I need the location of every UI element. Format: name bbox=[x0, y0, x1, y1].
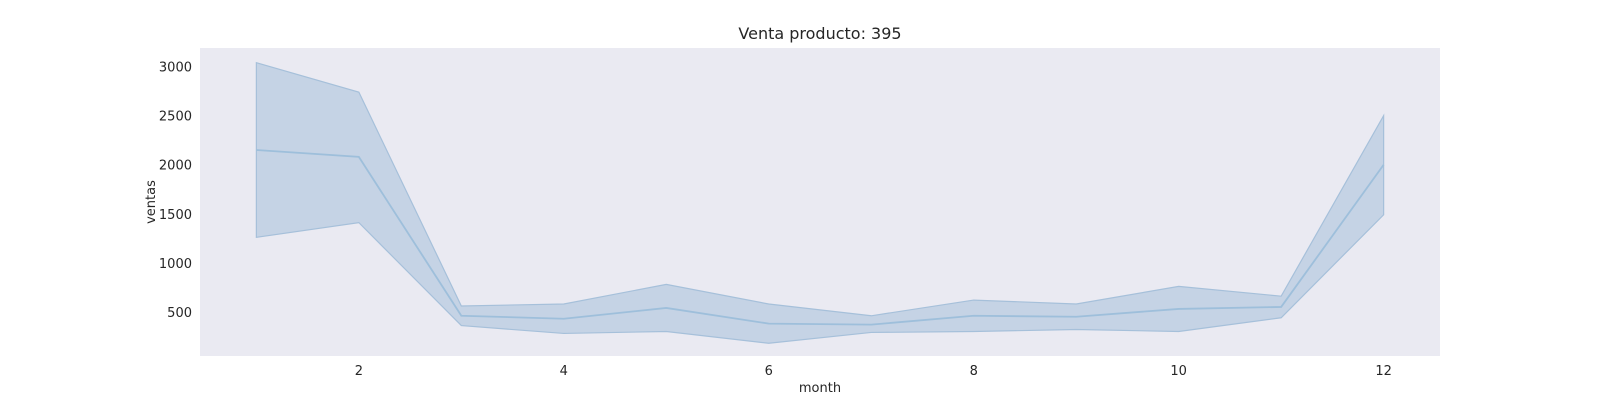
x-tick-label: 6 bbox=[765, 364, 773, 379]
x-tick-label: 8 bbox=[970, 364, 978, 379]
x-axis-ticks: 2 4 6 8 10 12 bbox=[355, 364, 1392, 379]
y-tick-label: 1500 bbox=[159, 208, 192, 223]
y-tick-label: 500 bbox=[167, 306, 192, 321]
y-axis-label: ventas bbox=[144, 180, 159, 224]
x-axis-label: month bbox=[799, 381, 841, 396]
y-axis-ticks: 500 1000 1500 2000 2500 3000 bbox=[159, 61, 192, 321]
x-tick-label: 2 bbox=[355, 364, 363, 379]
x-tick-label: 12 bbox=[1375, 364, 1392, 379]
y-tick-label: 2500 bbox=[159, 110, 192, 125]
series-line bbox=[256, 149, 1385, 326]
y-tick-label: 1000 bbox=[159, 257, 192, 272]
series-line-layer bbox=[256, 149, 1385, 326]
confidence-band-layer bbox=[255, 61, 1385, 344]
chart-title: Venta producto: 395 bbox=[738, 24, 901, 43]
y-tick-label: 2000 bbox=[159, 159, 192, 174]
y-tick-label: 3000 bbox=[159, 61, 192, 76]
confidence-band bbox=[255, 61, 1385, 344]
x-tick-label: 10 bbox=[1170, 364, 1187, 379]
x-tick-label: 4 bbox=[560, 364, 568, 379]
